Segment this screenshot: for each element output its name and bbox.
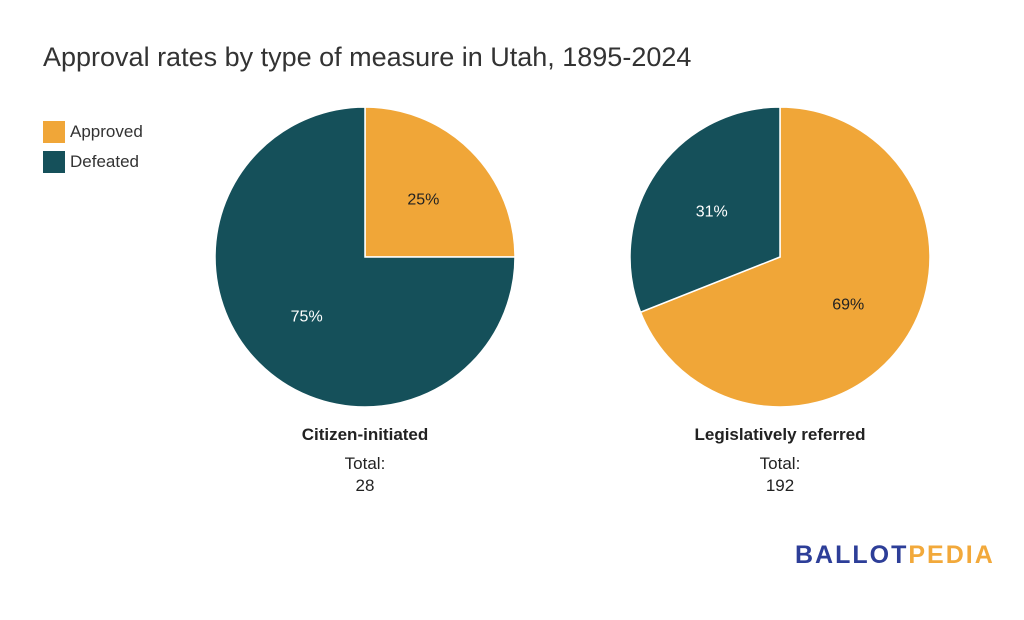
caption-legislatively-referred: Legislatively referred Total: 192 (630, 425, 930, 497)
legend-label-defeated: Defeated (70, 152, 139, 171)
slice-percent-label: 75% (291, 308, 323, 325)
caption-citizen-initiated: Citizen-initiated Total: 28 (215, 425, 515, 497)
logo-part-pedia: PEDIA (908, 541, 995, 569)
slice-percent-label: 25% (407, 192, 439, 209)
pie-slice-approved (364, 106, 516, 258)
slice-percent-label: 69% (832, 296, 864, 313)
total-value: 192 (765, 476, 795, 495)
total-legislatively-referred: Total: 192 (630, 453, 930, 497)
legend-swatch-defeated (43, 151, 65, 173)
pie-slice-defeated (629, 106, 781, 314)
pie-name-citizen-initiated: Citizen-initiated (301, 425, 429, 444)
pie-slice-defeated (214, 106, 516, 408)
total-value: 28 (355, 476, 375, 495)
logo-part-ballot: BALLOT (795, 541, 909, 569)
ballotpedia-logo: BALLOTPEDIA (795, 541, 995, 570)
pie-chart-citizen-initiated: 25% 75% (214, 106, 516, 408)
slice-percent-label: 31% (696, 204, 728, 221)
chart-title: Approval rates by type of measure in Uta… (43, 42, 692, 72)
legend-swatch-approved (43, 121, 65, 143)
legend-item-defeated: Defeated (43, 147, 143, 177)
pie-name-legislatively-referred: Legislatively referred (694, 425, 866, 444)
pie-slice-approved (639, 106, 931, 408)
total-label: Total: (344, 454, 386, 473)
legend: Approved Defeated (43, 117, 143, 177)
legend-label-approved: Approved (70, 122, 143, 141)
total-label: Total: (759, 454, 801, 473)
legend-item-approved: Approved (43, 117, 143, 147)
total-citizen-initiated: Total: 28 (215, 453, 515, 497)
pie-chart-legislatively-referred: 69% 31% (629, 106, 931, 408)
